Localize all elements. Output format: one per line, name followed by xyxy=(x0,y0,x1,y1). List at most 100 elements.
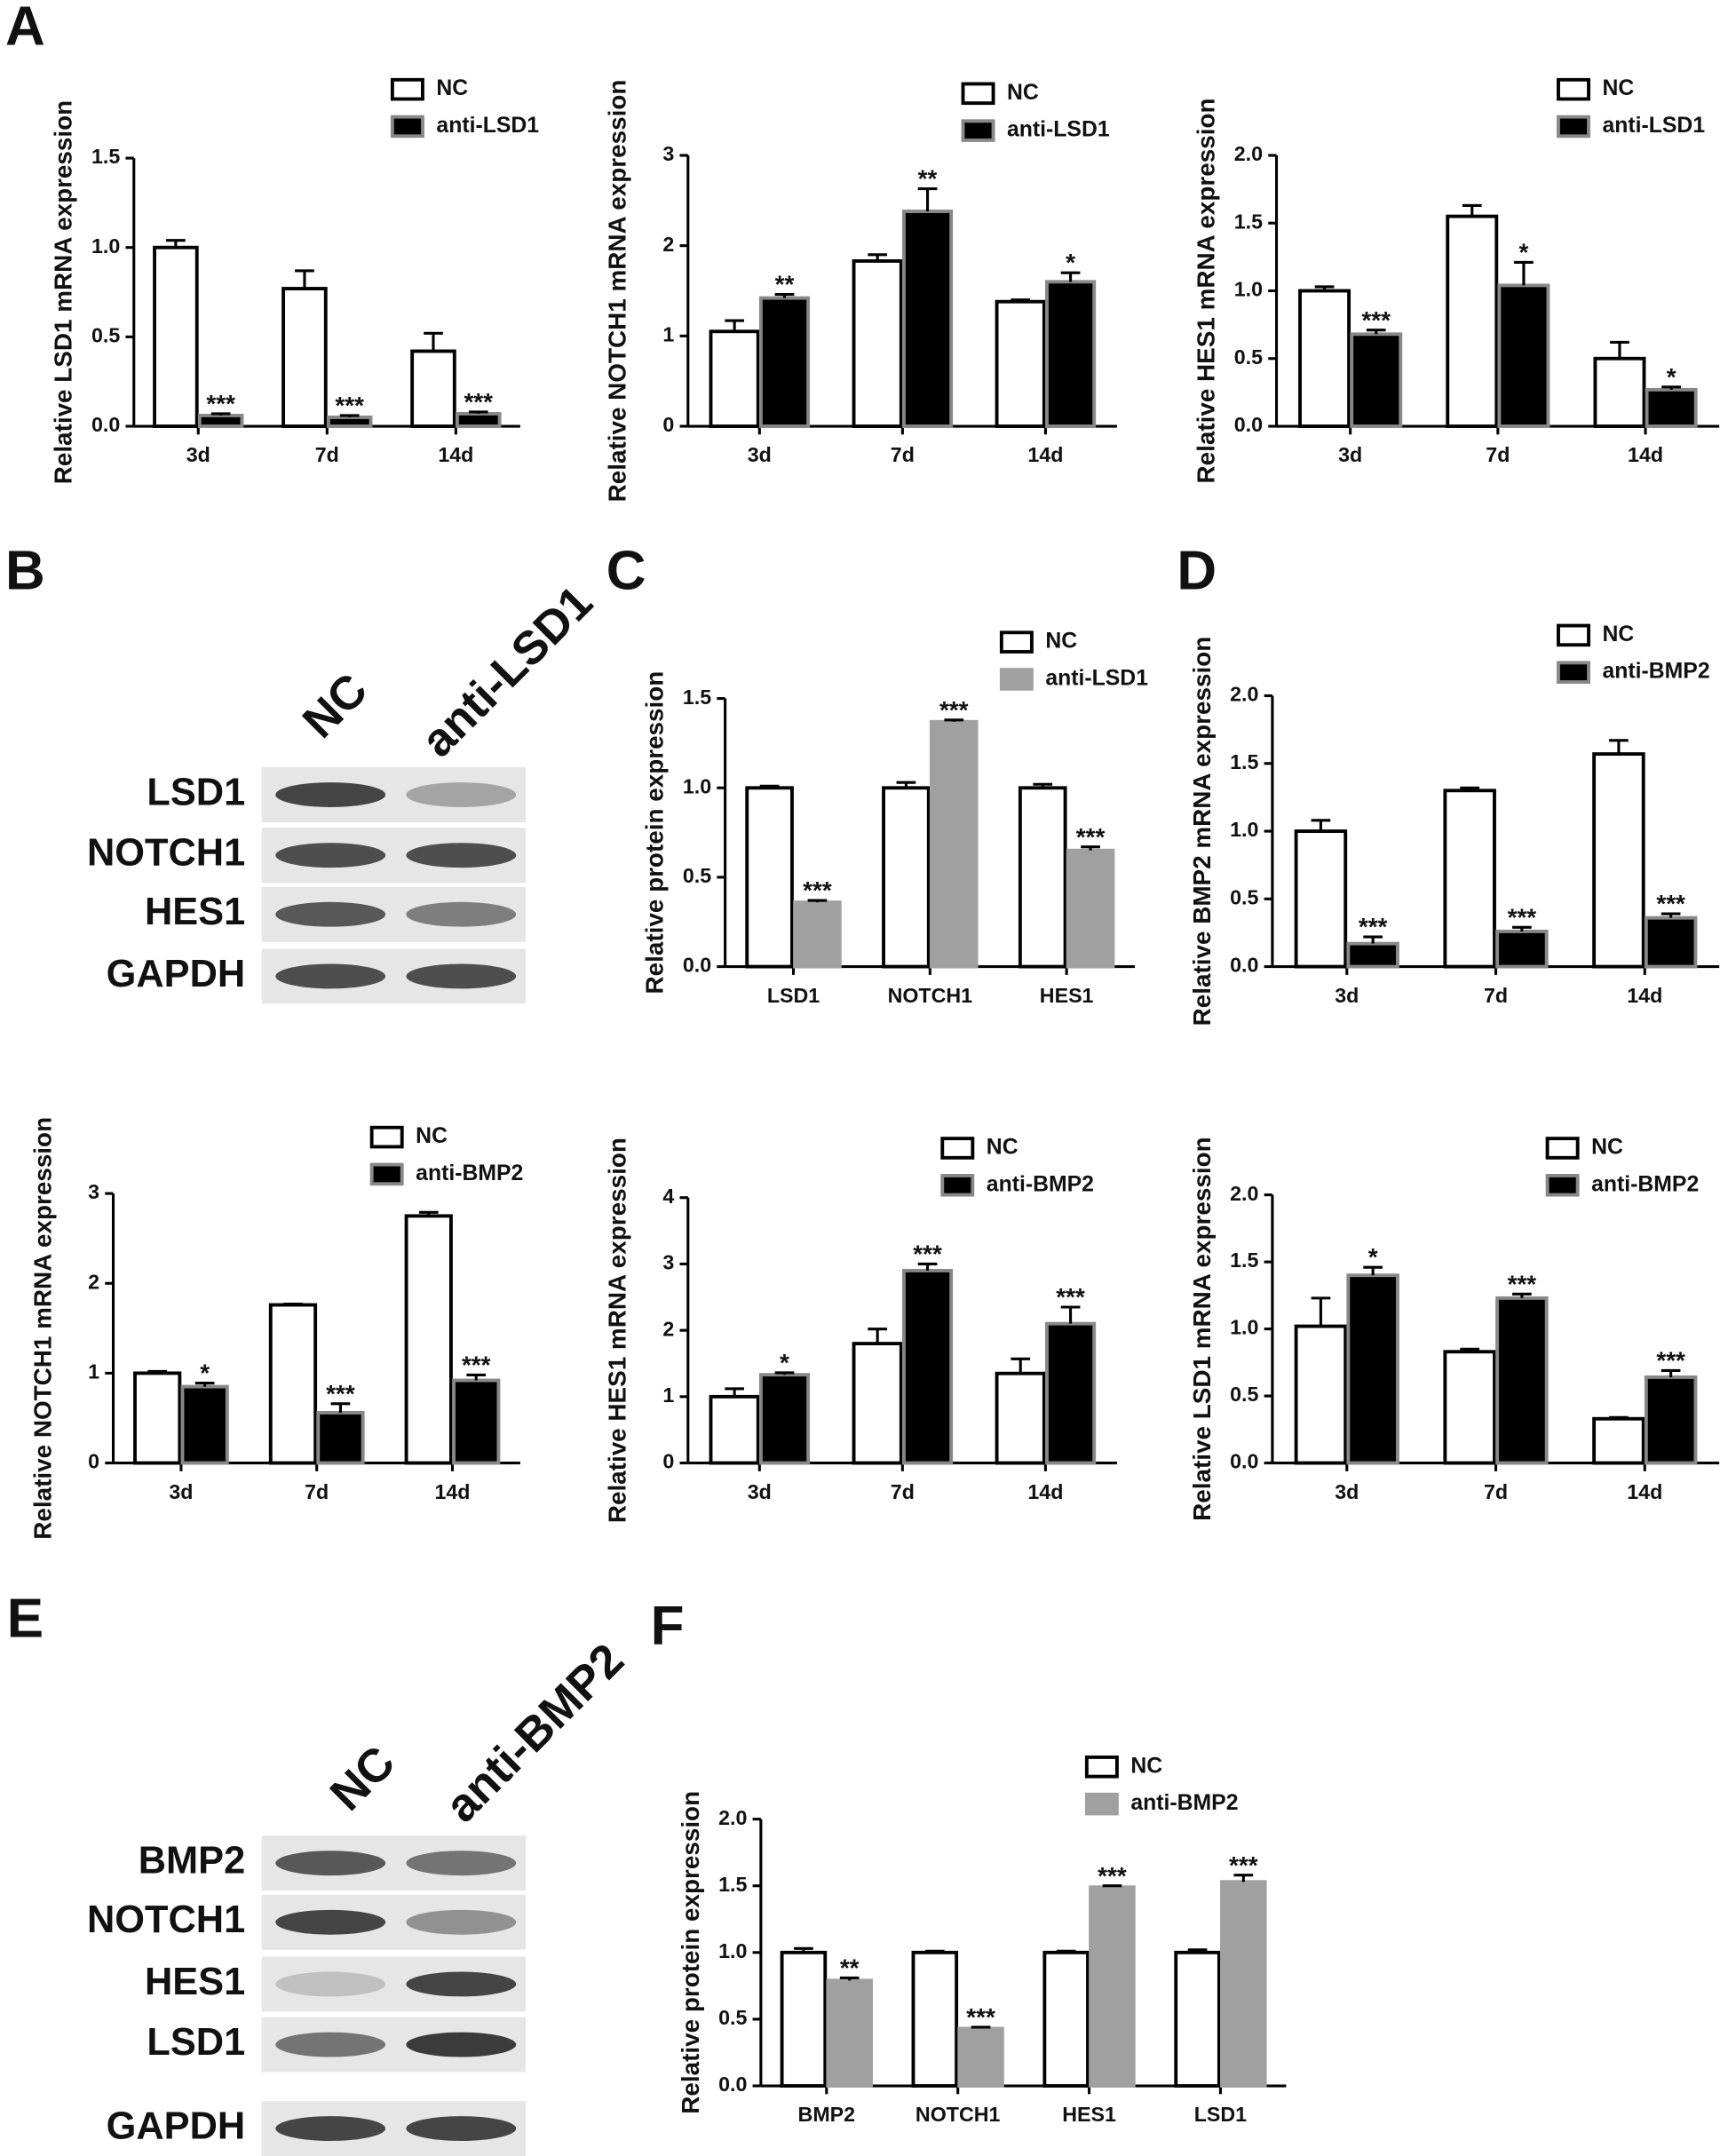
y-tick-label: 0.0 xyxy=(683,954,711,977)
y-tick-label: 0 xyxy=(88,1450,99,1473)
panel-label: A xyxy=(5,0,45,57)
bar xyxy=(153,245,199,428)
error-bar xyxy=(807,899,828,903)
error-bar xyxy=(1460,786,1480,791)
blot-band xyxy=(275,901,386,927)
blot-row-label: NOTCH1 xyxy=(87,1898,245,1941)
significance: *** xyxy=(1361,306,1391,334)
error-bar xyxy=(1363,1265,1383,1276)
bar xyxy=(1042,1950,1090,2088)
bar xyxy=(1644,1375,1698,1465)
bar xyxy=(1495,929,1549,969)
y-tick-label: 1.5 xyxy=(91,145,120,168)
y-tick-label: 1.0 xyxy=(718,1939,747,1962)
y-tick-label: 2 xyxy=(88,1270,99,1293)
x-tick-label: 3d xyxy=(1335,984,1359,1007)
y-tick-label: 1 xyxy=(662,322,674,345)
bar xyxy=(911,1950,959,2088)
legend-swatch xyxy=(369,1125,404,1149)
legend-label: NC xyxy=(1603,622,1635,646)
bar xyxy=(180,1384,229,1465)
y-tick-label: 0.5 xyxy=(1230,885,1258,908)
bar xyxy=(745,786,794,969)
significance: *** xyxy=(1508,1270,1537,1297)
error-bar xyxy=(868,253,888,261)
legend-swatch xyxy=(1545,1174,1580,1197)
bar xyxy=(852,1342,903,1465)
blot-row-label: LSD1 xyxy=(147,771,245,813)
blot-band xyxy=(275,782,386,807)
legend-label: anti-LSD1 xyxy=(1007,118,1110,142)
blot-band xyxy=(406,1971,517,1997)
x-tick-label: 3d xyxy=(169,1480,193,1503)
error-bar xyxy=(839,1976,860,1981)
y-tick-label: 1.5 xyxy=(1230,750,1258,773)
error-bar xyxy=(1314,285,1335,291)
error-bar xyxy=(1033,782,1053,789)
bar xyxy=(455,411,502,428)
x-tick-label: 14d xyxy=(1627,1480,1662,1503)
significance: *** xyxy=(913,1240,942,1267)
bar xyxy=(1220,1880,1267,2088)
legend-label: anti-BMP2 xyxy=(1591,1172,1699,1196)
error-bar xyxy=(924,1949,945,1953)
y-tick-label: 2.0 xyxy=(1230,683,1258,706)
legend-swatch xyxy=(961,119,995,142)
y-tick-label: 3 xyxy=(662,142,674,165)
significance: ** xyxy=(775,271,795,298)
significance: *** xyxy=(1076,823,1106,851)
error-bar xyxy=(1661,912,1681,918)
legend-label: NC xyxy=(436,76,468,100)
bar xyxy=(758,296,811,428)
error-bar xyxy=(1011,1357,1031,1374)
error-bar xyxy=(917,1262,938,1271)
bar xyxy=(852,259,903,428)
bar xyxy=(1045,1321,1097,1465)
y-axis-label: Relative NOTCH1 mRNA expression xyxy=(604,80,631,503)
legend-label: anti-LSD1 xyxy=(1045,666,1148,690)
blot-band xyxy=(275,1851,386,1876)
error-bar xyxy=(944,718,964,722)
bar xyxy=(901,210,954,428)
error-bar xyxy=(418,1210,439,1217)
error-bar xyxy=(1056,1949,1076,1953)
legend-label: NC xyxy=(1007,81,1039,105)
error-bar xyxy=(1462,203,1482,217)
panel-label: F xyxy=(651,1595,685,1656)
blot-band xyxy=(406,2116,517,2141)
significance: *** xyxy=(939,696,969,724)
error-bar xyxy=(794,1946,813,1953)
bar xyxy=(1045,280,1097,428)
significance: *** xyxy=(1359,913,1388,940)
bar xyxy=(709,329,760,428)
error-bar xyxy=(1311,819,1331,832)
blot-band xyxy=(406,963,517,989)
blot-band xyxy=(406,901,517,927)
x-tick-label: NOTCH1 xyxy=(916,2103,1001,2126)
error-bar xyxy=(1011,298,1031,302)
significance: * xyxy=(780,1349,789,1376)
significance: ** xyxy=(918,165,938,193)
panel-label: C xyxy=(606,541,646,602)
significance: *** xyxy=(464,388,493,416)
x-tick-label: HES1 xyxy=(1062,2103,1116,2126)
y-tick-label: 2 xyxy=(662,233,674,256)
x-tick-label: 14d xyxy=(434,1480,470,1503)
error-bar xyxy=(1366,329,1386,335)
x-tick-label: 14d xyxy=(1627,984,1662,1007)
error-bar xyxy=(1512,925,1532,931)
significance: *** xyxy=(1229,1851,1258,1879)
bar xyxy=(1443,1350,1496,1465)
y-tick-label: 0 xyxy=(662,1450,674,1473)
error-bar xyxy=(1233,1874,1254,1883)
error-bar xyxy=(1661,1368,1681,1377)
y-axis-label: Relative LSD1 mRNA expression xyxy=(1188,1137,1216,1521)
legend-label: NC xyxy=(416,1124,448,1148)
x-tick-label: HES1 xyxy=(1040,984,1094,1007)
x-tick-label: 3d xyxy=(186,443,210,466)
panel-label: E xyxy=(7,1589,44,1650)
bar xyxy=(957,2026,1004,2088)
bar xyxy=(1446,214,1499,428)
bar xyxy=(1298,289,1351,428)
panel-label: D xyxy=(1177,541,1217,602)
